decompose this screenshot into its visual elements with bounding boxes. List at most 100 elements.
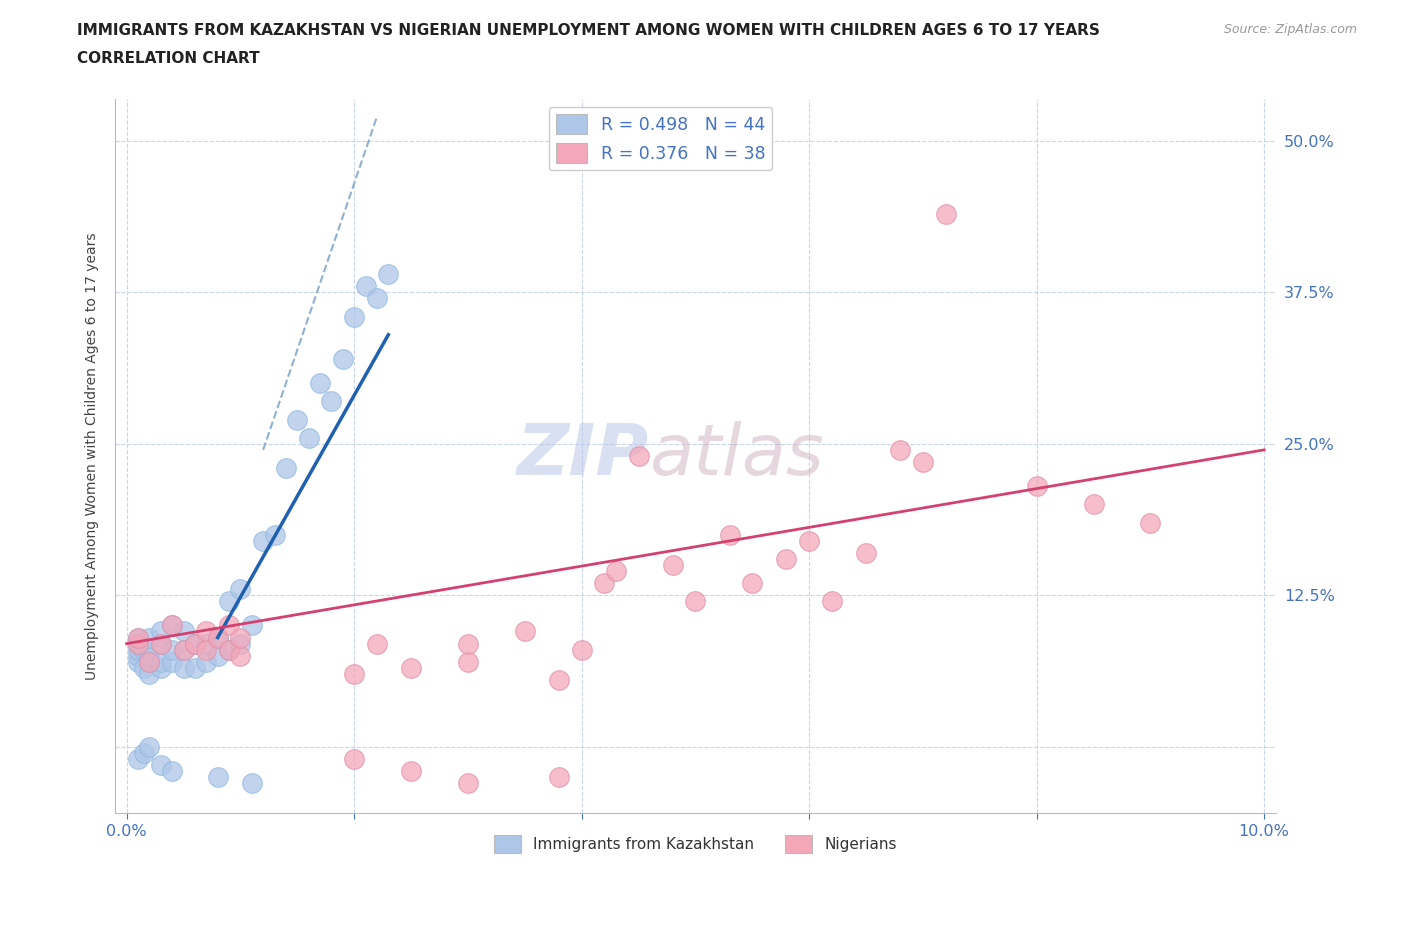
Point — [184, 636, 207, 651]
Point — [132, 660, 155, 675]
Point — [138, 667, 160, 682]
Point — [457, 776, 479, 790]
Point — [138, 655, 160, 670]
Point — [173, 643, 195, 658]
Point — [195, 636, 218, 651]
Point — [685, 593, 707, 608]
Point — [343, 751, 366, 766]
Point — [513, 624, 536, 639]
Point — [605, 564, 627, 578]
Point — [399, 660, 422, 675]
Point — [195, 624, 218, 639]
Point — [132, 745, 155, 760]
Point — [343, 667, 366, 682]
Point — [855, 545, 877, 560]
Point — [127, 631, 149, 645]
Point — [149, 757, 172, 772]
Text: ZIP: ZIP — [517, 421, 650, 490]
Point — [718, 527, 741, 542]
Text: Source: ZipAtlas.com: Source: ZipAtlas.com — [1223, 23, 1357, 36]
Point — [218, 643, 240, 658]
Point — [207, 631, 229, 645]
Point — [1025, 479, 1047, 494]
Legend: Immigrants from Kazakhstan, Nigerians: Immigrants from Kazakhstan, Nigerians — [488, 830, 903, 859]
Point — [1083, 497, 1105, 512]
Point — [366, 636, 388, 651]
Point — [173, 624, 195, 639]
Point — [127, 643, 149, 658]
Point — [138, 655, 160, 670]
Point — [207, 631, 229, 645]
Point — [229, 648, 252, 663]
Point — [274, 460, 297, 475]
Point — [366, 291, 388, 306]
Point — [661, 557, 683, 572]
Point — [399, 764, 422, 778]
Point — [593, 576, 616, 591]
Point — [218, 643, 240, 658]
Point — [160, 618, 183, 633]
Y-axis label: Unemployment Among Women with Children Ages 6 to 17 years: Unemployment Among Women with Children A… — [86, 232, 100, 680]
Text: atlas: atlas — [650, 421, 824, 490]
Point — [285, 412, 308, 427]
Point — [132, 643, 155, 658]
Point — [218, 593, 240, 608]
Text: IMMIGRANTS FROM KAZAKHSTAN VS NIGERIAN UNEMPLOYMENT AMONG WOMEN WITH CHILDREN AG: IMMIGRANTS FROM KAZAKHSTAN VS NIGERIAN U… — [77, 23, 1101, 38]
Point — [207, 769, 229, 784]
Point — [184, 660, 207, 675]
Point — [229, 636, 252, 651]
Point — [321, 394, 343, 409]
Point — [127, 631, 149, 645]
Point — [457, 636, 479, 651]
Point — [252, 533, 274, 548]
Point — [889, 443, 911, 458]
Point — [184, 636, 207, 651]
Point — [127, 636, 149, 651]
Point — [309, 376, 332, 391]
Point — [127, 655, 149, 670]
Point — [332, 352, 354, 366]
Point — [229, 581, 252, 596]
Point — [195, 655, 218, 670]
Point — [741, 576, 763, 591]
Point — [911, 455, 934, 470]
Point — [377, 267, 399, 282]
Point — [263, 527, 285, 542]
Point — [149, 636, 172, 651]
Point — [149, 660, 172, 675]
Point — [548, 672, 571, 687]
Point — [160, 655, 183, 670]
Point — [571, 643, 593, 658]
Point — [173, 660, 195, 675]
Point — [229, 631, 252, 645]
Point — [195, 643, 218, 658]
Point — [548, 769, 571, 784]
Point — [298, 431, 321, 445]
Point — [173, 643, 195, 658]
Point — [240, 618, 263, 633]
Text: CORRELATION CHART: CORRELATION CHART — [77, 51, 260, 66]
Point — [935, 206, 957, 221]
Point — [160, 764, 183, 778]
Point — [149, 655, 172, 670]
Point — [627, 448, 650, 463]
Point — [127, 648, 149, 663]
Point — [207, 648, 229, 663]
Point — [218, 618, 240, 633]
Point — [821, 593, 844, 608]
Point — [138, 739, 160, 754]
Point — [240, 776, 263, 790]
Point — [457, 655, 479, 670]
Point — [149, 624, 172, 639]
Point — [149, 636, 172, 651]
Point — [127, 751, 149, 766]
Point — [138, 631, 160, 645]
Point — [799, 533, 821, 548]
Point — [160, 618, 183, 633]
Point — [138, 648, 160, 663]
Point — [1139, 515, 1161, 530]
Point — [160, 643, 183, 658]
Point — [354, 279, 377, 294]
Point — [127, 636, 149, 651]
Point — [775, 551, 797, 566]
